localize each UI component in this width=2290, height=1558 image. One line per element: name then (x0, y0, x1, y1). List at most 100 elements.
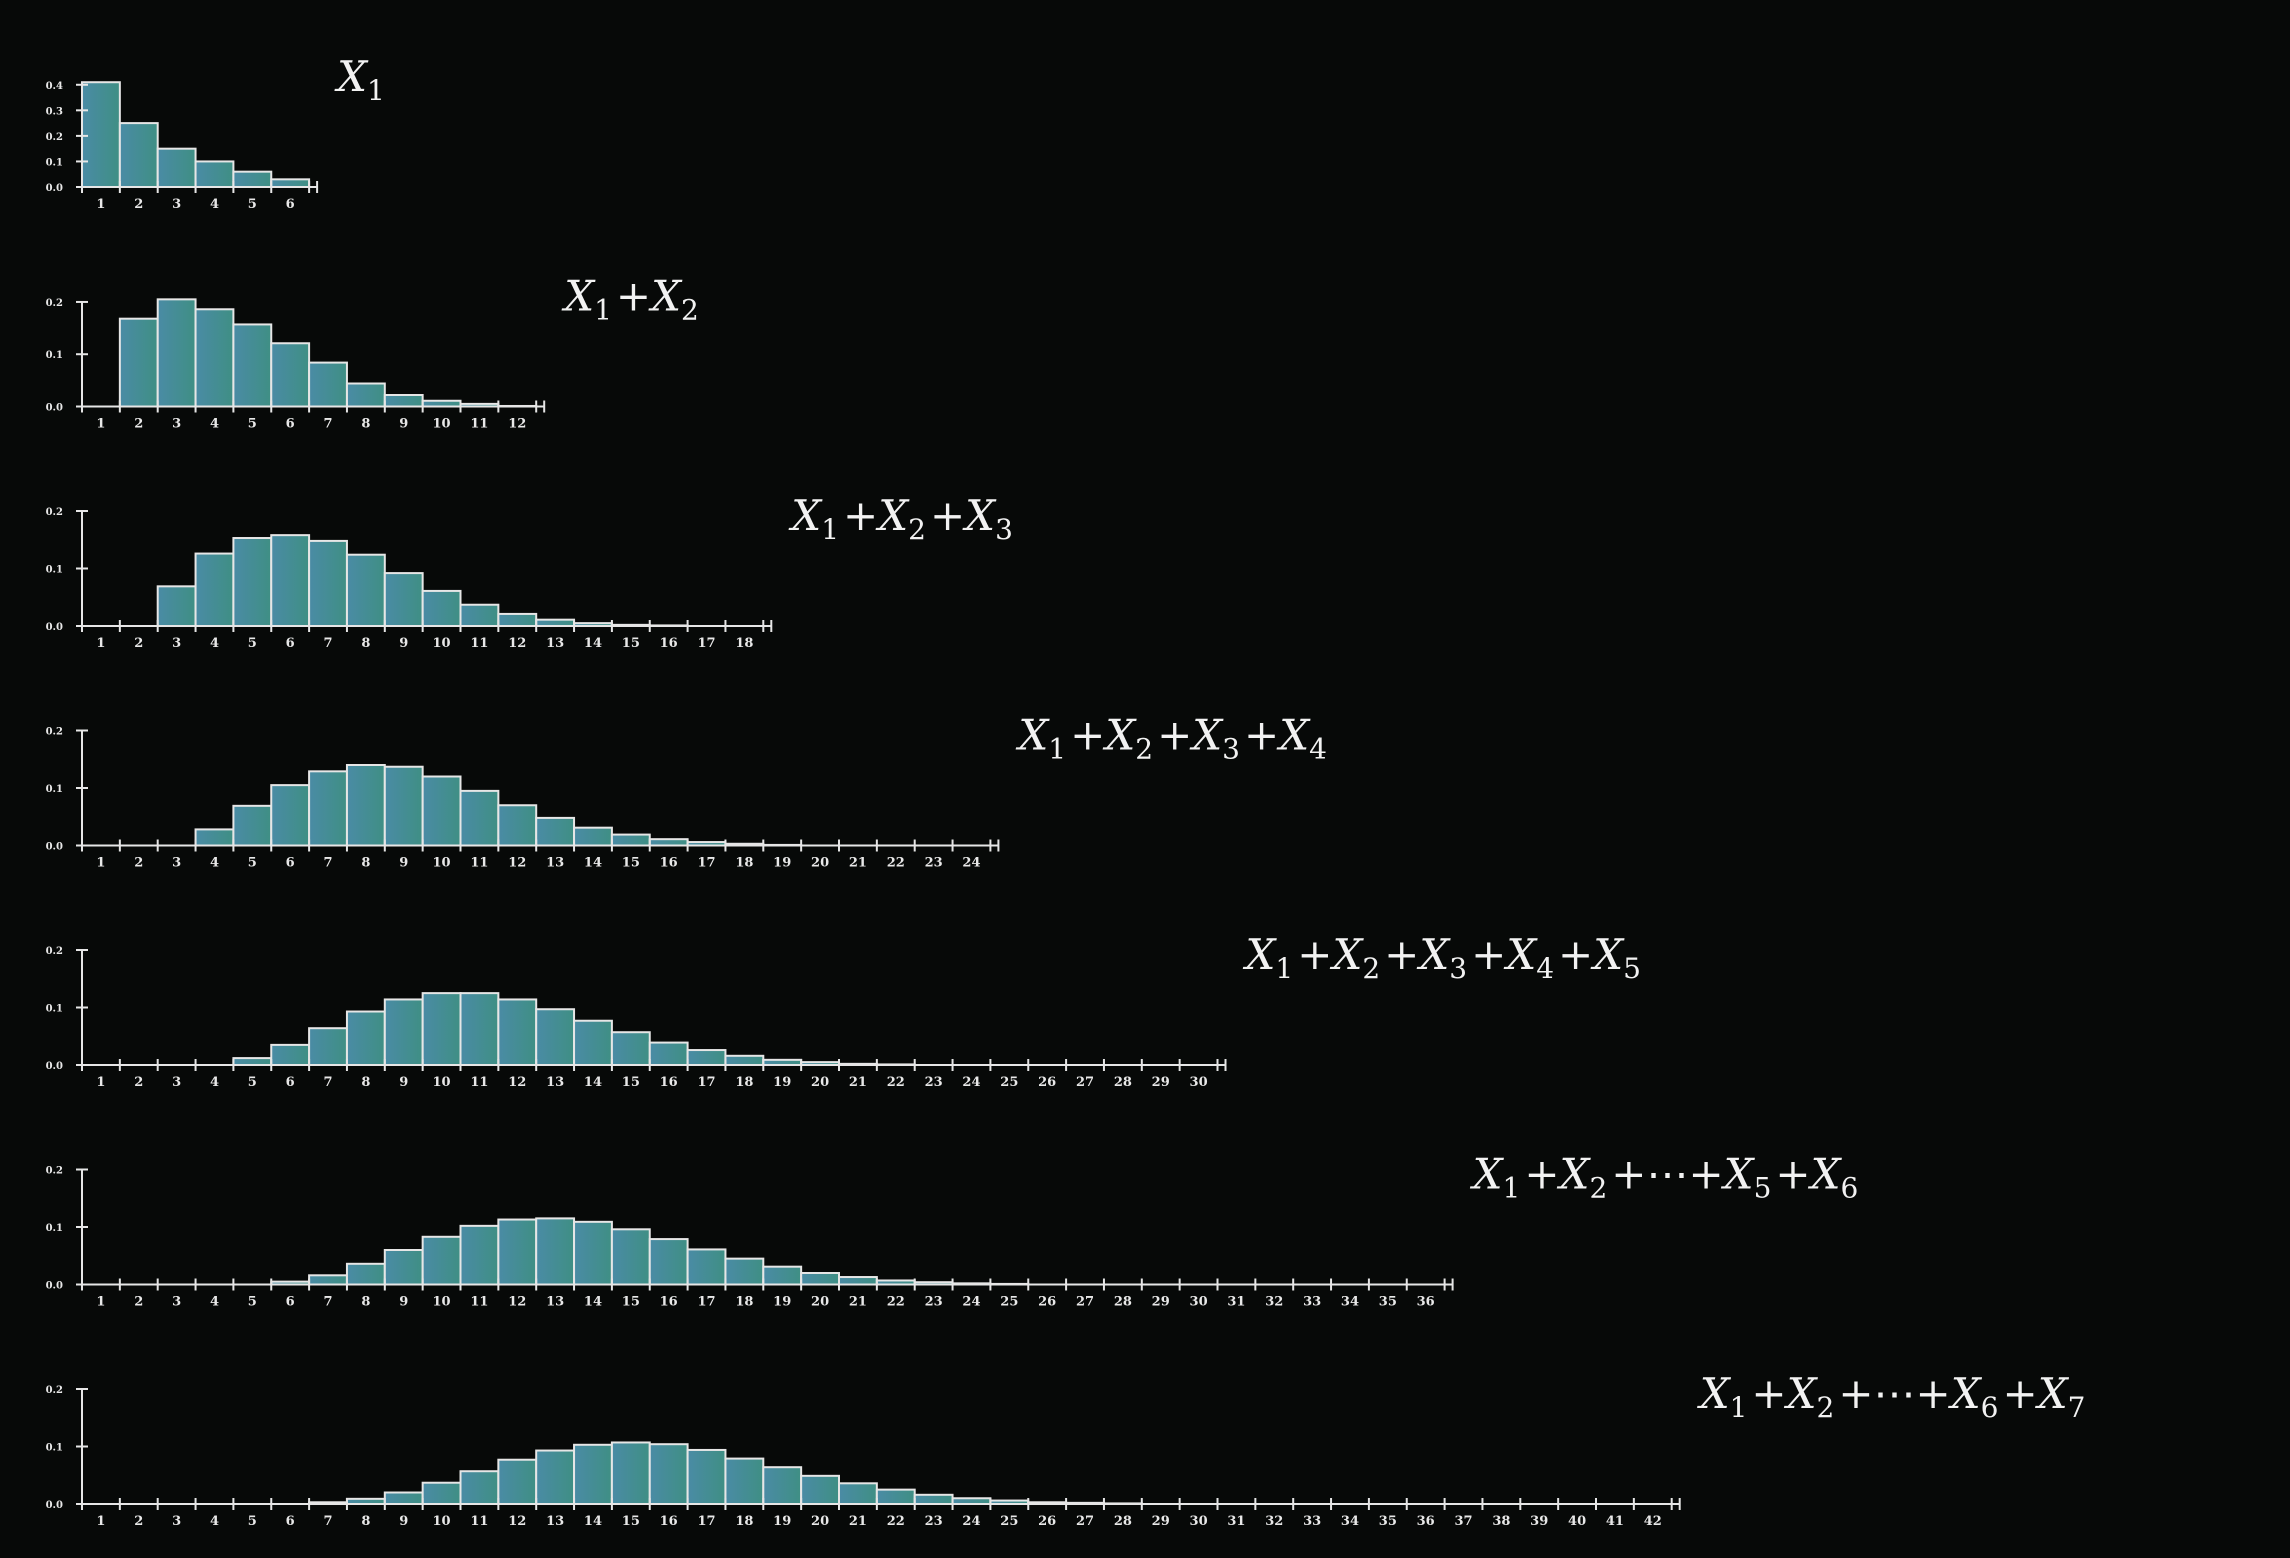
y-tick-label: 0.1 (46, 784, 63, 795)
bar-10 (421, 1481, 462, 1505)
x-tick-label: 19 (773, 1295, 791, 1310)
x-tick-label: 9 (399, 636, 408, 651)
x-tick-label: 21 (849, 1514, 867, 1529)
bar-12 (497, 1458, 538, 1505)
x-tick-label: 21 (849, 1075, 867, 1090)
x-tick-label: 31 (1227, 1295, 1245, 1310)
x-tick-label: 5 (248, 1514, 257, 1529)
bar-19 (762, 1265, 803, 1286)
x-tick-label: 30 (1190, 1514, 1208, 1529)
x-tick-label: 22 (887, 1514, 905, 1529)
x-tick-label: 11 (470, 1514, 488, 1529)
bar-15 (610, 1031, 651, 1066)
x-tick-label: 4 (210, 1514, 219, 1529)
x-tick-label: 11 (470, 417, 488, 432)
bar-7 (308, 361, 348, 408)
x-tick-label: 25 (1000, 1295, 1018, 1310)
x-tick-label: 28 (1114, 1075, 1132, 1090)
x-tick-label: 18 (735, 856, 753, 871)
x-tick-label: 22 (887, 1295, 905, 1310)
bar-14 (573, 1220, 613, 1286)
x-tick-label: 8 (361, 856, 370, 871)
y-tick-label: 0.1 (46, 1004, 63, 1015)
x-tick-label: 19 (773, 856, 791, 871)
x-tick-label: 14 (584, 1514, 602, 1529)
x-tick-label: 1 (96, 417, 105, 432)
y-tick-label: 0.1 (46, 157, 63, 168)
x-tick-label: 13 (546, 856, 564, 871)
x-tick-label: 4 (210, 1295, 219, 1310)
bar-7 (308, 539, 348, 628)
x-tick-label: 35 (1379, 1295, 1397, 1310)
bar-17 (686, 1448, 727, 1505)
x-tick-label: 4 (210, 636, 219, 651)
x-tick-label: 8 (361, 417, 370, 432)
bar-5 (232, 323, 273, 408)
y-tick-label: 0.1 (46, 1443, 63, 1454)
x-tick-label: 42 (1644, 1514, 1662, 1529)
bar-2 (118, 122, 159, 188)
bar-22 (875, 1488, 916, 1506)
bar-5 (232, 537, 273, 627)
chart-title: X1+X2 (561, 272, 699, 327)
x-tick-label: 27 (1076, 1514, 1094, 1529)
x-tick-label: 29 (1152, 1295, 1170, 1310)
x-tick-label: 12 (508, 856, 526, 871)
x-tick-label: 7 (323, 636, 332, 651)
x-tick-label: 10 (433, 1514, 451, 1529)
bar-6 (270, 784, 311, 847)
x-tick-label: 27 (1076, 1075, 1094, 1090)
bar-6 (270, 342, 311, 408)
bar-9 (383, 1491, 424, 1505)
x-tick-label: 3 (172, 1514, 181, 1529)
bar-7 (308, 770, 348, 847)
x-tick-label: 13 (546, 1514, 564, 1529)
x-tick-label: 3 (172, 636, 181, 651)
bar-21 (838, 1276, 878, 1286)
bar-4 (194, 308, 235, 408)
bar-11 (459, 992, 500, 1067)
x-tick-label: 1 (96, 1075, 105, 1090)
y-tick-label: 0.0 (46, 1061, 63, 1072)
x-tick-label: 20 (811, 856, 829, 871)
x-tick-label: 25 (1000, 1514, 1018, 1529)
y-tick-label: 0.2 (46, 132, 63, 143)
x-tick-label: 2 (134, 1295, 143, 1310)
x-tick-label: 4 (210, 856, 219, 871)
x-tick-label: 1 (96, 1514, 105, 1529)
x-tick-label: 5 (248, 417, 257, 432)
bar-12 (497, 804, 538, 847)
bar-6 (270, 534, 311, 628)
chart-title: X1+X2+X3+X4+X5 (1243, 930, 1641, 985)
bar-20 (800, 1272, 841, 1286)
x-tick-label: 16 (660, 636, 678, 651)
x-tick-label: 40 (1568, 1514, 1586, 1529)
x-tick-label: 32 (1265, 1295, 1283, 1310)
x-tick-label: 3 (172, 1295, 181, 1310)
x-tick-label: 8 (361, 1514, 370, 1529)
x-tick-label: 11 (470, 856, 488, 871)
x-tick-label: 9 (399, 1295, 408, 1310)
x-tick-label: 22 (887, 856, 905, 871)
x-tick-label: 34 (1341, 1514, 1359, 1529)
y-tick-label: 0.2 (46, 1385, 63, 1396)
bar-23 (913, 1493, 954, 1506)
x-tick-label: 25 (1000, 1075, 1018, 1090)
y-tick-label: 0.1 (46, 1223, 63, 1234)
x-tick-label: 12 (508, 1075, 526, 1090)
bar-21 (838, 1482, 878, 1506)
x-tick-label: 16 (660, 1075, 678, 1090)
x-tick-label: 29 (1152, 1075, 1170, 1090)
x-tick-label: 2 (134, 417, 143, 432)
bar-8 (345, 553, 386, 628)
x-tick-label: 15 (622, 1514, 640, 1529)
x-tick-label: 22 (887, 1075, 905, 1090)
x-tick-label: 29 (1152, 1514, 1170, 1529)
bar-3 (156, 585, 197, 628)
x-tick-label: 10 (433, 417, 451, 432)
x-tick-label: 6 (286, 1075, 295, 1090)
bar-11 (459, 1224, 500, 1286)
bar-4 (194, 828, 235, 847)
x-tick-label: 11 (470, 1075, 488, 1090)
